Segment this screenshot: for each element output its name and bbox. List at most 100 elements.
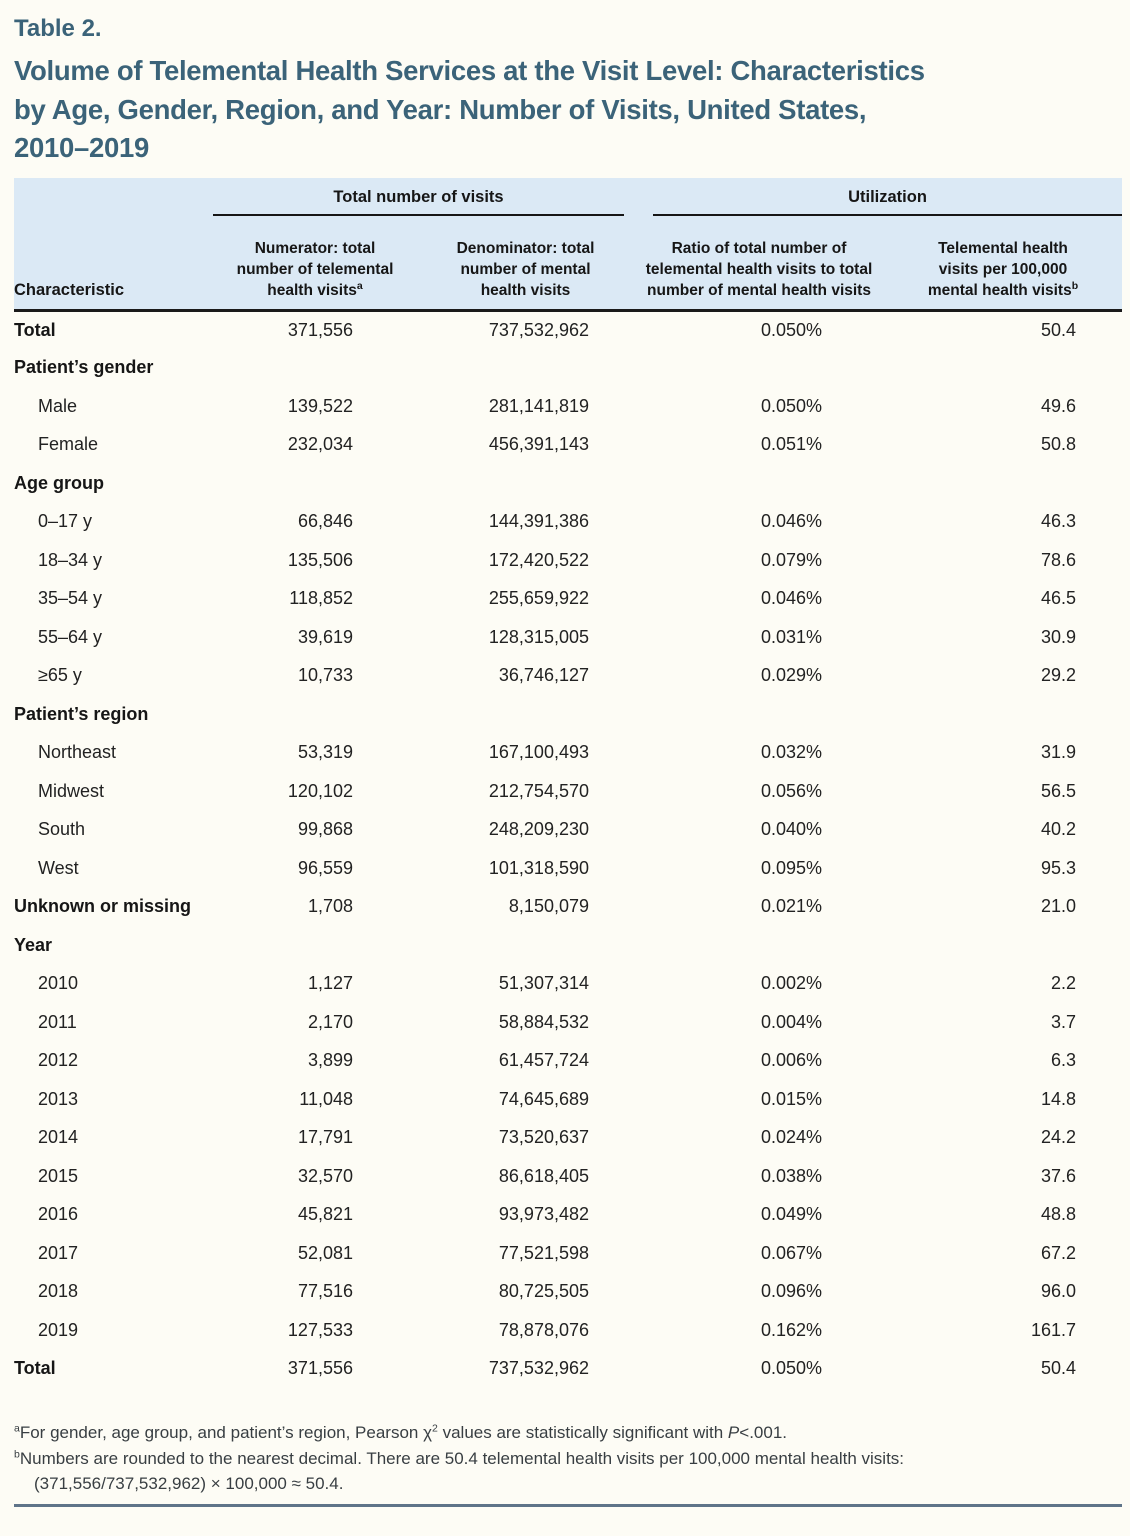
cell-value: 86,618,405: [498, 1165, 589, 1186]
table-title: Volume of Telemental Health Services at …: [14, 55, 925, 163]
cell-value: 30.9: [1040, 626, 1077, 647]
cell-value: [634, 926, 886, 965]
cell-value: [419, 695, 634, 734]
row-label: Year: [14, 934, 53, 955]
cell-value: 0.079%: [760, 549, 822, 570]
cell-value: 31.9: [1040, 742, 1077, 763]
cell-value: 0.049%: [760, 1204, 822, 1225]
footnote-b: bNumbers are rounded to the nearest deci…: [14, 1446, 1122, 1497]
cell-value: [419, 464, 634, 503]
table-row: 2019 127,533 78,878,076 0.162% 161.7: [14, 1311, 1122, 1350]
cell-value: 29.2: [1040, 665, 1077, 686]
cell-value: 61,457,724: [498, 1050, 589, 1071]
row-label: South: [38, 819, 86, 840]
cell-value: 120,102: [287, 780, 353, 801]
row-label: 2012: [38, 1050, 79, 1071]
cell-value: 52,081: [297, 1242, 353, 1263]
group-header-utilization-cell: Utilization: [634, 177, 1123, 216]
cell-value: 3,899: [307, 1050, 353, 1071]
row-label: Male: [38, 395, 78, 416]
cell-value: 101,318,590: [488, 857, 589, 878]
cell-value: 67.2: [1040, 1242, 1077, 1263]
cell-value: 0.021%: [760, 896, 822, 917]
cell-value: 1,127: [307, 973, 353, 994]
column-header-characteristic: Characteristic: [14, 215, 213, 312]
row-label: 2013: [38, 1088, 79, 1109]
cell-value: 39,619: [297, 626, 353, 647]
bottom-rule: [14, 1503, 1122, 1507]
cell-value: 99,868: [297, 819, 353, 840]
cell-value: 212,754,570: [488, 780, 589, 801]
cell-value: 50.8: [1040, 434, 1077, 455]
table-number-label: Table 2.: [14, 15, 102, 42]
cell-value: [213, 464, 419, 503]
cell-value: 3.7: [1050, 1011, 1077, 1032]
footnote-marker-a: a: [356, 279, 363, 292]
cell-value: 93,973,482: [498, 1204, 589, 1225]
table-row: 2017 52,081 77,521,598 0.067% 67.2: [14, 1234, 1122, 1273]
cell-value: 232,034: [287, 434, 353, 455]
row-label: Northeast: [38, 742, 117, 763]
cell-value: 73,520,637: [498, 1127, 589, 1148]
cell-value: [886, 349, 1122, 388]
table-row: 55–64 y 39,619 128,315,005 0.031% 30.9: [14, 618, 1122, 657]
cell-value: 0.046%: [760, 588, 822, 609]
cell-value: 46.3: [1040, 511, 1077, 532]
row-label: Total: [14, 1358, 56, 1379]
row-label: Patient’s region: [14, 703, 149, 724]
cell-value: 0.050%: [760, 319, 822, 340]
cell-value: [419, 926, 634, 965]
row-label: Unknown or missing: [14, 896, 192, 917]
footnote-b-marker: b: [14, 1447, 20, 1460]
cell-value: [886, 695, 1122, 734]
cell-value: 40.2: [1040, 819, 1077, 840]
cell-value: 77,521,598: [498, 1242, 589, 1263]
column-header-row: Characteristic Numerator: total number o…: [14, 215, 1123, 312]
cell-value: 161.7: [1030, 1319, 1077, 1340]
cell-value: 0.162%: [760, 1319, 822, 1340]
table-row: 2014 17,791 73,520,637 0.024% 24.2: [14, 1119, 1122, 1158]
table-row: Northeast 53,319 167,100,493 0.032% 31.9: [14, 734, 1122, 773]
cell-value: 456,391,143: [488, 434, 589, 455]
table-row: Female 232,034 456,391,143 0.051% 50.8: [14, 426, 1122, 465]
cell-value: 0.024%: [760, 1127, 822, 1148]
cell-value: 96.0: [1040, 1281, 1077, 1302]
table-row: 2012 3,899 61,457,724 0.006% 6.3: [14, 1042, 1122, 1081]
row-label: 0–17 y: [38, 511, 93, 532]
column-header-denominator: Denominator: total number of mental heal…: [419, 215, 634, 312]
cell-value: 48.8: [1040, 1204, 1077, 1225]
cell-value: 6.3: [1050, 1050, 1077, 1071]
cell-value: 0.051%: [760, 434, 822, 455]
table-row: Total 371,556 737,532,962 0.050% 50.4: [14, 310, 1122, 349]
cell-value: 14.8: [1040, 1088, 1077, 1109]
table-header: Total number of visits Utilization Chara…: [14, 177, 1123, 312]
row-label: 2011: [38, 1011, 77, 1032]
cell-value: 0.038%: [760, 1165, 822, 1186]
cell-value: 56.5: [1040, 780, 1077, 801]
table-row: 18–34 y 135,506 172,420,522 0.079% 78.6: [14, 541, 1122, 580]
cell-value: 135,506: [287, 549, 353, 570]
row-label: 2017: [38, 1242, 79, 1263]
cell-value: 37.6: [1040, 1165, 1077, 1186]
table-row: Midwest 120,102 212,754,570 0.056% 56.5: [14, 772, 1122, 811]
table-row: West 96,559 101,318,590 0.095% 95.3: [14, 849, 1122, 888]
column-header-visits-per-100000: Telemental health visits per 100,000 men…: [886, 215, 1123, 312]
cell-value: 167,100,493: [488, 742, 589, 763]
cell-value: 128,315,005: [488, 626, 589, 647]
row-label: Age group: [14, 472, 104, 493]
cell-value: [634, 464, 886, 503]
group-header-row: Total number of visits Utilization: [14, 177, 1123, 216]
cell-value: 66,846: [297, 511, 353, 532]
cell-value: 172,420,522: [488, 549, 589, 570]
cell-value: 46.5: [1040, 588, 1077, 609]
cell-value: 36,746,127: [498, 665, 589, 686]
footnote-a-marker: a: [14, 1422, 20, 1435]
cell-value: 8,150,079: [508, 896, 589, 917]
cell-value: 50.4: [1040, 319, 1077, 340]
cell-value: 0.056%: [760, 780, 822, 801]
cell-value: 24.2: [1040, 1127, 1077, 1148]
cell-value: 17,791: [297, 1127, 353, 1148]
table-row: ≥65 y 10,733 36,746,127 0.029% 29.2: [14, 657, 1122, 696]
cell-value: [419, 349, 634, 388]
footnote-a: aFor gender, age group, and patient’s re…: [14, 1420, 1122, 1446]
